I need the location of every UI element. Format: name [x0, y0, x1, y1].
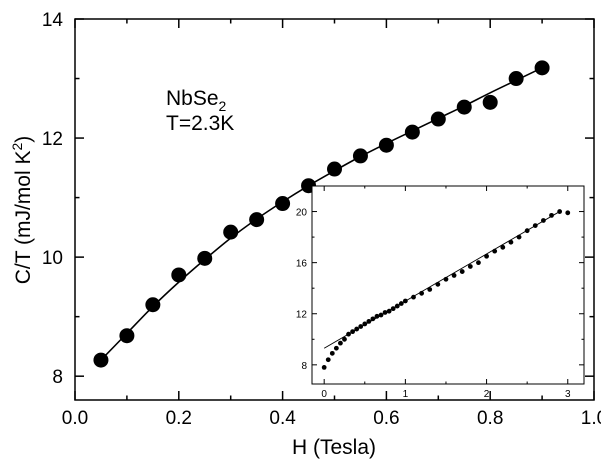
inset-data-point — [338, 340, 343, 346]
inset-data-point — [386, 308, 392, 314]
main-data-point — [378, 137, 394, 153]
main-data-point — [534, 60, 550, 76]
inset-x-tick-label: 2 — [484, 389, 490, 400]
inset-data-point — [484, 253, 489, 259]
inset-data-point — [366, 319, 372, 324]
inset-data-point — [370, 316, 376, 322]
main-data-series — [93, 60, 550, 368]
inset-data-point — [378, 312, 384, 318]
inset-data-point — [382, 310, 388, 315]
main-data-point — [404, 124, 420, 140]
inset-data-point — [329, 350, 335, 356]
inset-data-point — [492, 248, 498, 254]
main-x-tick-label: 0.4 — [269, 408, 296, 429]
inset-data-point — [516, 234, 522, 240]
main-y-ticks: 8 10 12 14 — [42, 10, 594, 388]
inset-data-point — [532, 223, 538, 229]
inset-x-tick-label: 3 — [565, 389, 571, 400]
inset-data-point — [333, 345, 339, 351]
inset-y-ticks: 8 12 16 20 — [296, 208, 584, 372]
main-y-tick-label: 14 — [42, 10, 64, 31]
main-data-point — [197, 250, 213, 266]
main-y-tick-label: 12 — [42, 129, 63, 150]
inset-data-point — [427, 287, 433, 292]
inset-data-point — [557, 209, 563, 214]
main-data-point — [456, 99, 472, 115]
inset-data-series — [321, 209, 571, 370]
inset-data-point — [443, 276, 449, 282]
inset-data-point — [402, 298, 408, 304]
inset-data-point — [390, 306, 396, 312]
inset-y-tick-label: 8 — [301, 361, 307, 372]
main-x-tick-label: 1.0 — [581, 408, 601, 429]
main-data-point — [145, 297, 161, 313]
main-data-point — [171, 267, 187, 283]
main-x-tick-label: 0.8 — [477, 408, 503, 429]
main-x-tick-label: 0.2 — [166, 408, 192, 429]
inset-x-tick-label: 0 — [321, 389, 327, 400]
main-y-axis-title: C/T (mJ/mol K2) — [9, 136, 35, 285]
inset-data-point — [435, 281, 441, 287]
inset-data-point — [394, 303, 400, 309]
main-y-tick-label: 8 — [52, 367, 63, 388]
inset-x-tick-label: 1 — [403, 389, 409, 400]
inset-data-point — [411, 294, 416, 300]
inset-data-point — [451, 273, 457, 278]
annotation-temperature: T=2.3K — [166, 112, 234, 135]
annotation-material: NbSe2 — [166, 87, 227, 114]
inset-data-point — [419, 290, 425, 296]
inset-data-point — [541, 218, 546, 223]
main-data-point — [430, 111, 446, 127]
inset-data-point — [549, 212, 554, 218]
inset-x-ticks: 0 1 2 3 — [321, 186, 571, 400]
inset-data-point — [358, 324, 364, 329]
inset-data-point — [476, 260, 481, 266]
inset-data-point — [524, 228, 530, 234]
main-data-point — [327, 161, 342, 177]
main-x-tick-label: 0.0 — [62, 408, 88, 429]
inset-data-point — [342, 336, 347, 342]
inset-y-tick-label: 12 — [296, 310, 308, 321]
inset-y-tick-label: 16 — [296, 259, 308, 270]
inset-data-point — [350, 329, 355, 335]
inset-y-tick-label: 20 — [296, 208, 308, 219]
inset-data-point — [362, 321, 368, 327]
main-x-ticks: 0.0 0.2 0.4 0.6 0.8 1.0 — [62, 19, 601, 429]
inset-plot-frame — [311, 185, 585, 385]
inset-data-point — [467, 264, 473, 269]
main-data-point — [223, 224, 239, 240]
inset-data-point — [321, 364, 327, 370]
inset-data-point — [459, 269, 465, 274]
main-x-axis-title: H (Tesla) — [292, 436, 376, 459]
main-data-point — [508, 71, 524, 87]
main-y-tick-label: 10 — [42, 248, 63, 269]
inset-data-point — [508, 239, 514, 245]
inset-data-point — [398, 301, 404, 306]
inset-data-point — [346, 331, 351, 337]
inset-data-point — [354, 326, 360, 332]
main-data-point — [275, 196, 291, 212]
inset-data-point — [325, 357, 331, 363]
inset-data-point — [565, 210, 571, 216]
main-data-point — [93, 352, 109, 368]
main-data-point — [249, 212, 265, 228]
inset-data-point — [500, 244, 506, 250]
main-data-point — [119, 328, 135, 344]
main-x-tick-label: 0.6 — [373, 408, 399, 429]
inset-data-point — [374, 313, 380, 319]
main-data-point — [352, 148, 368, 164]
main-data-point — [482, 94, 498, 110]
